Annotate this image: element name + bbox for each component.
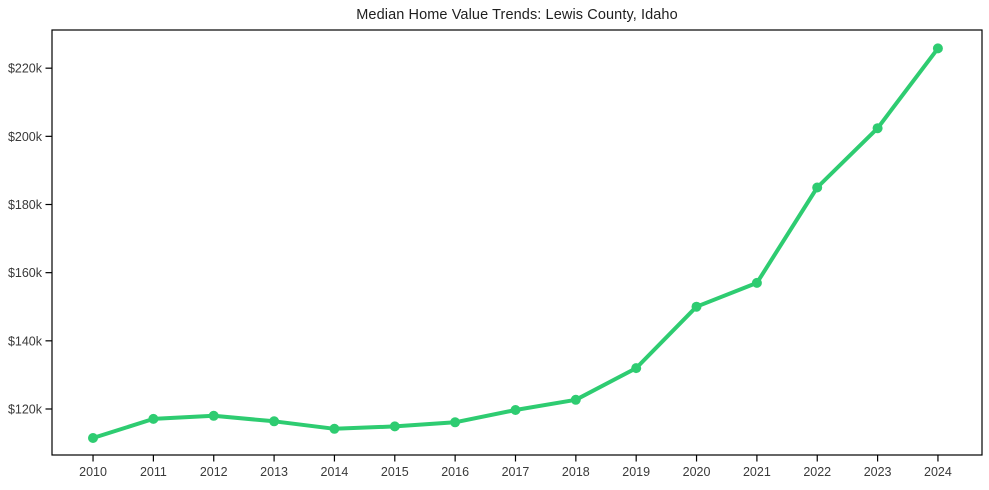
y-tick-label: $180k bbox=[8, 198, 43, 212]
y-tick-label: $220k bbox=[8, 62, 43, 76]
x-tick-label: 2014 bbox=[321, 465, 349, 479]
chart-title: Median Home Value Trends: Lewis County, … bbox=[356, 7, 678, 23]
data-point-2024 bbox=[932, 43, 943, 54]
x-tick-label: 2020 bbox=[683, 465, 711, 479]
data-point-2022 bbox=[812, 182, 823, 193]
plot-border bbox=[51, 29, 983, 456]
x-tick-label: 2018 bbox=[562, 465, 590, 479]
x-tick-label: 2015 bbox=[381, 465, 409, 479]
y-tick-label: $200k bbox=[8, 130, 43, 144]
data-point-2019 bbox=[631, 363, 642, 374]
data-point-2017 bbox=[510, 405, 521, 415]
x-tick-label: 2016 bbox=[441, 465, 469, 479]
x-tick-label: 2024 bbox=[924, 465, 952, 479]
x-tick-label: 2023 bbox=[864, 465, 892, 479]
y-tick-label: $140k bbox=[8, 334, 43, 348]
data-point-2018 bbox=[570, 394, 581, 405]
x-tick-label: 2019 bbox=[622, 465, 650, 479]
data-point-2015 bbox=[389, 421, 400, 432]
data-point-2010 bbox=[88, 433, 98, 443]
data-point-2014 bbox=[329, 423, 340, 434]
data-point-2013 bbox=[269, 416, 280, 427]
data-point-2011 bbox=[148, 413, 159, 424]
y-tick-label: $160k bbox=[8, 266, 43, 280]
x-tick-label: 2022 bbox=[803, 465, 831, 479]
x-tick-label: 2010 bbox=[79, 465, 107, 479]
y-tick-label: $120k bbox=[8, 402, 43, 416]
data-point-2021 bbox=[751, 277, 762, 288]
x-tick-label: 2017 bbox=[502, 465, 530, 479]
data-point-2016 bbox=[450, 417, 461, 428]
data-point-2012 bbox=[208, 410, 219, 421]
data-point-2020 bbox=[691, 301, 702, 312]
x-tick-label: 2013 bbox=[260, 465, 288, 479]
data-point-2023 bbox=[872, 123, 883, 134]
x-tick-label: 2021 bbox=[743, 465, 771, 479]
x-tick-label: 2011 bbox=[140, 465, 167, 479]
x-tick-label: 2012 bbox=[200, 465, 228, 479]
